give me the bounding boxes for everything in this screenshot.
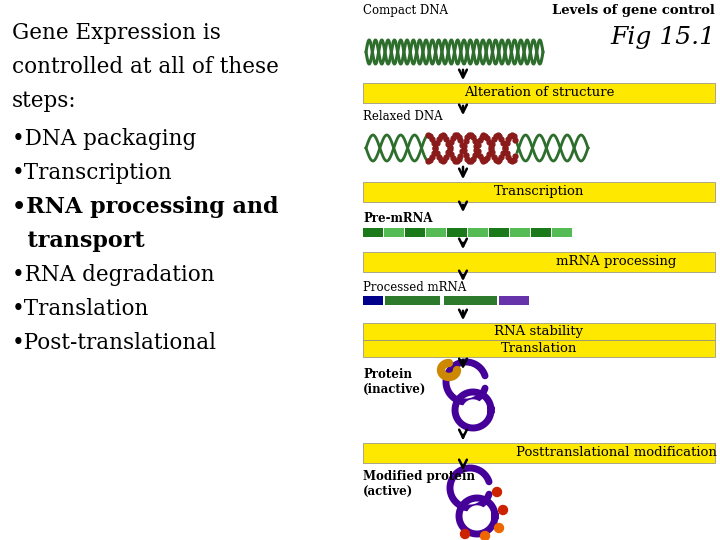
Circle shape <box>461 530 469 538</box>
Bar <box>510 228 530 237</box>
Text: •Translation: •Translation <box>12 298 149 320</box>
Text: controlled at all of these: controlled at all of these <box>12 56 279 78</box>
Bar <box>363 83 715 103</box>
Text: •Transcription: •Transcription <box>12 162 173 184</box>
Bar <box>552 228 572 237</box>
Text: transport: transport <box>12 230 145 252</box>
Bar <box>499 296 529 305</box>
Text: Fig 15.1: Fig 15.1 <box>610 26 715 49</box>
Bar <box>363 340 715 357</box>
Text: steps:: steps: <box>12 90 76 112</box>
Text: •RNA processing and: •RNA processing and <box>12 196 279 218</box>
Bar <box>363 252 715 272</box>
Text: Protein
(inactive): Protein (inactive) <box>363 368 426 396</box>
Bar <box>426 228 446 237</box>
Circle shape <box>480 531 490 540</box>
Text: Compact DNA: Compact DNA <box>363 4 448 17</box>
Text: Pre-mRNA: Pre-mRNA <box>363 212 433 225</box>
Text: •Post-translational: •Post-translational <box>12 332 217 354</box>
Text: Gene Expression is: Gene Expression is <box>12 22 221 44</box>
Circle shape <box>498 505 508 515</box>
Bar <box>385 296 440 305</box>
Bar <box>363 228 383 237</box>
Bar <box>405 228 425 237</box>
Text: Alteration of structure: Alteration of structure <box>464 86 614 99</box>
Text: Relaxed DNA: Relaxed DNA <box>363 110 443 123</box>
Bar <box>363 323 715 340</box>
Bar <box>444 296 497 305</box>
Text: mRNA processing: mRNA processing <box>557 255 677 268</box>
Bar <box>384 228 404 237</box>
Text: Translation: Translation <box>501 342 577 355</box>
Text: Levels of gene control: Levels of gene control <box>552 4 715 17</box>
Text: •DNA packaging: •DNA packaging <box>12 128 197 150</box>
Text: Modified protein
(active): Modified protein (active) <box>363 470 475 498</box>
Text: RNA stability: RNA stability <box>495 325 584 338</box>
Bar <box>363 182 715 202</box>
Text: Transcription: Transcription <box>494 186 584 199</box>
Bar <box>531 228 551 237</box>
Bar <box>447 228 467 237</box>
Circle shape <box>492 488 502 496</box>
Text: Processed mRNA: Processed mRNA <box>363 281 467 294</box>
Text: •RNA degradation: •RNA degradation <box>12 264 215 286</box>
Bar <box>489 228 509 237</box>
Text: Posttranslational modification: Posttranslational modification <box>516 447 717 460</box>
Bar <box>363 443 715 463</box>
Circle shape <box>495 523 503 532</box>
Bar <box>468 228 488 237</box>
Bar <box>363 296 383 305</box>
Polygon shape <box>467 506 487 526</box>
Polygon shape <box>463 400 483 420</box>
